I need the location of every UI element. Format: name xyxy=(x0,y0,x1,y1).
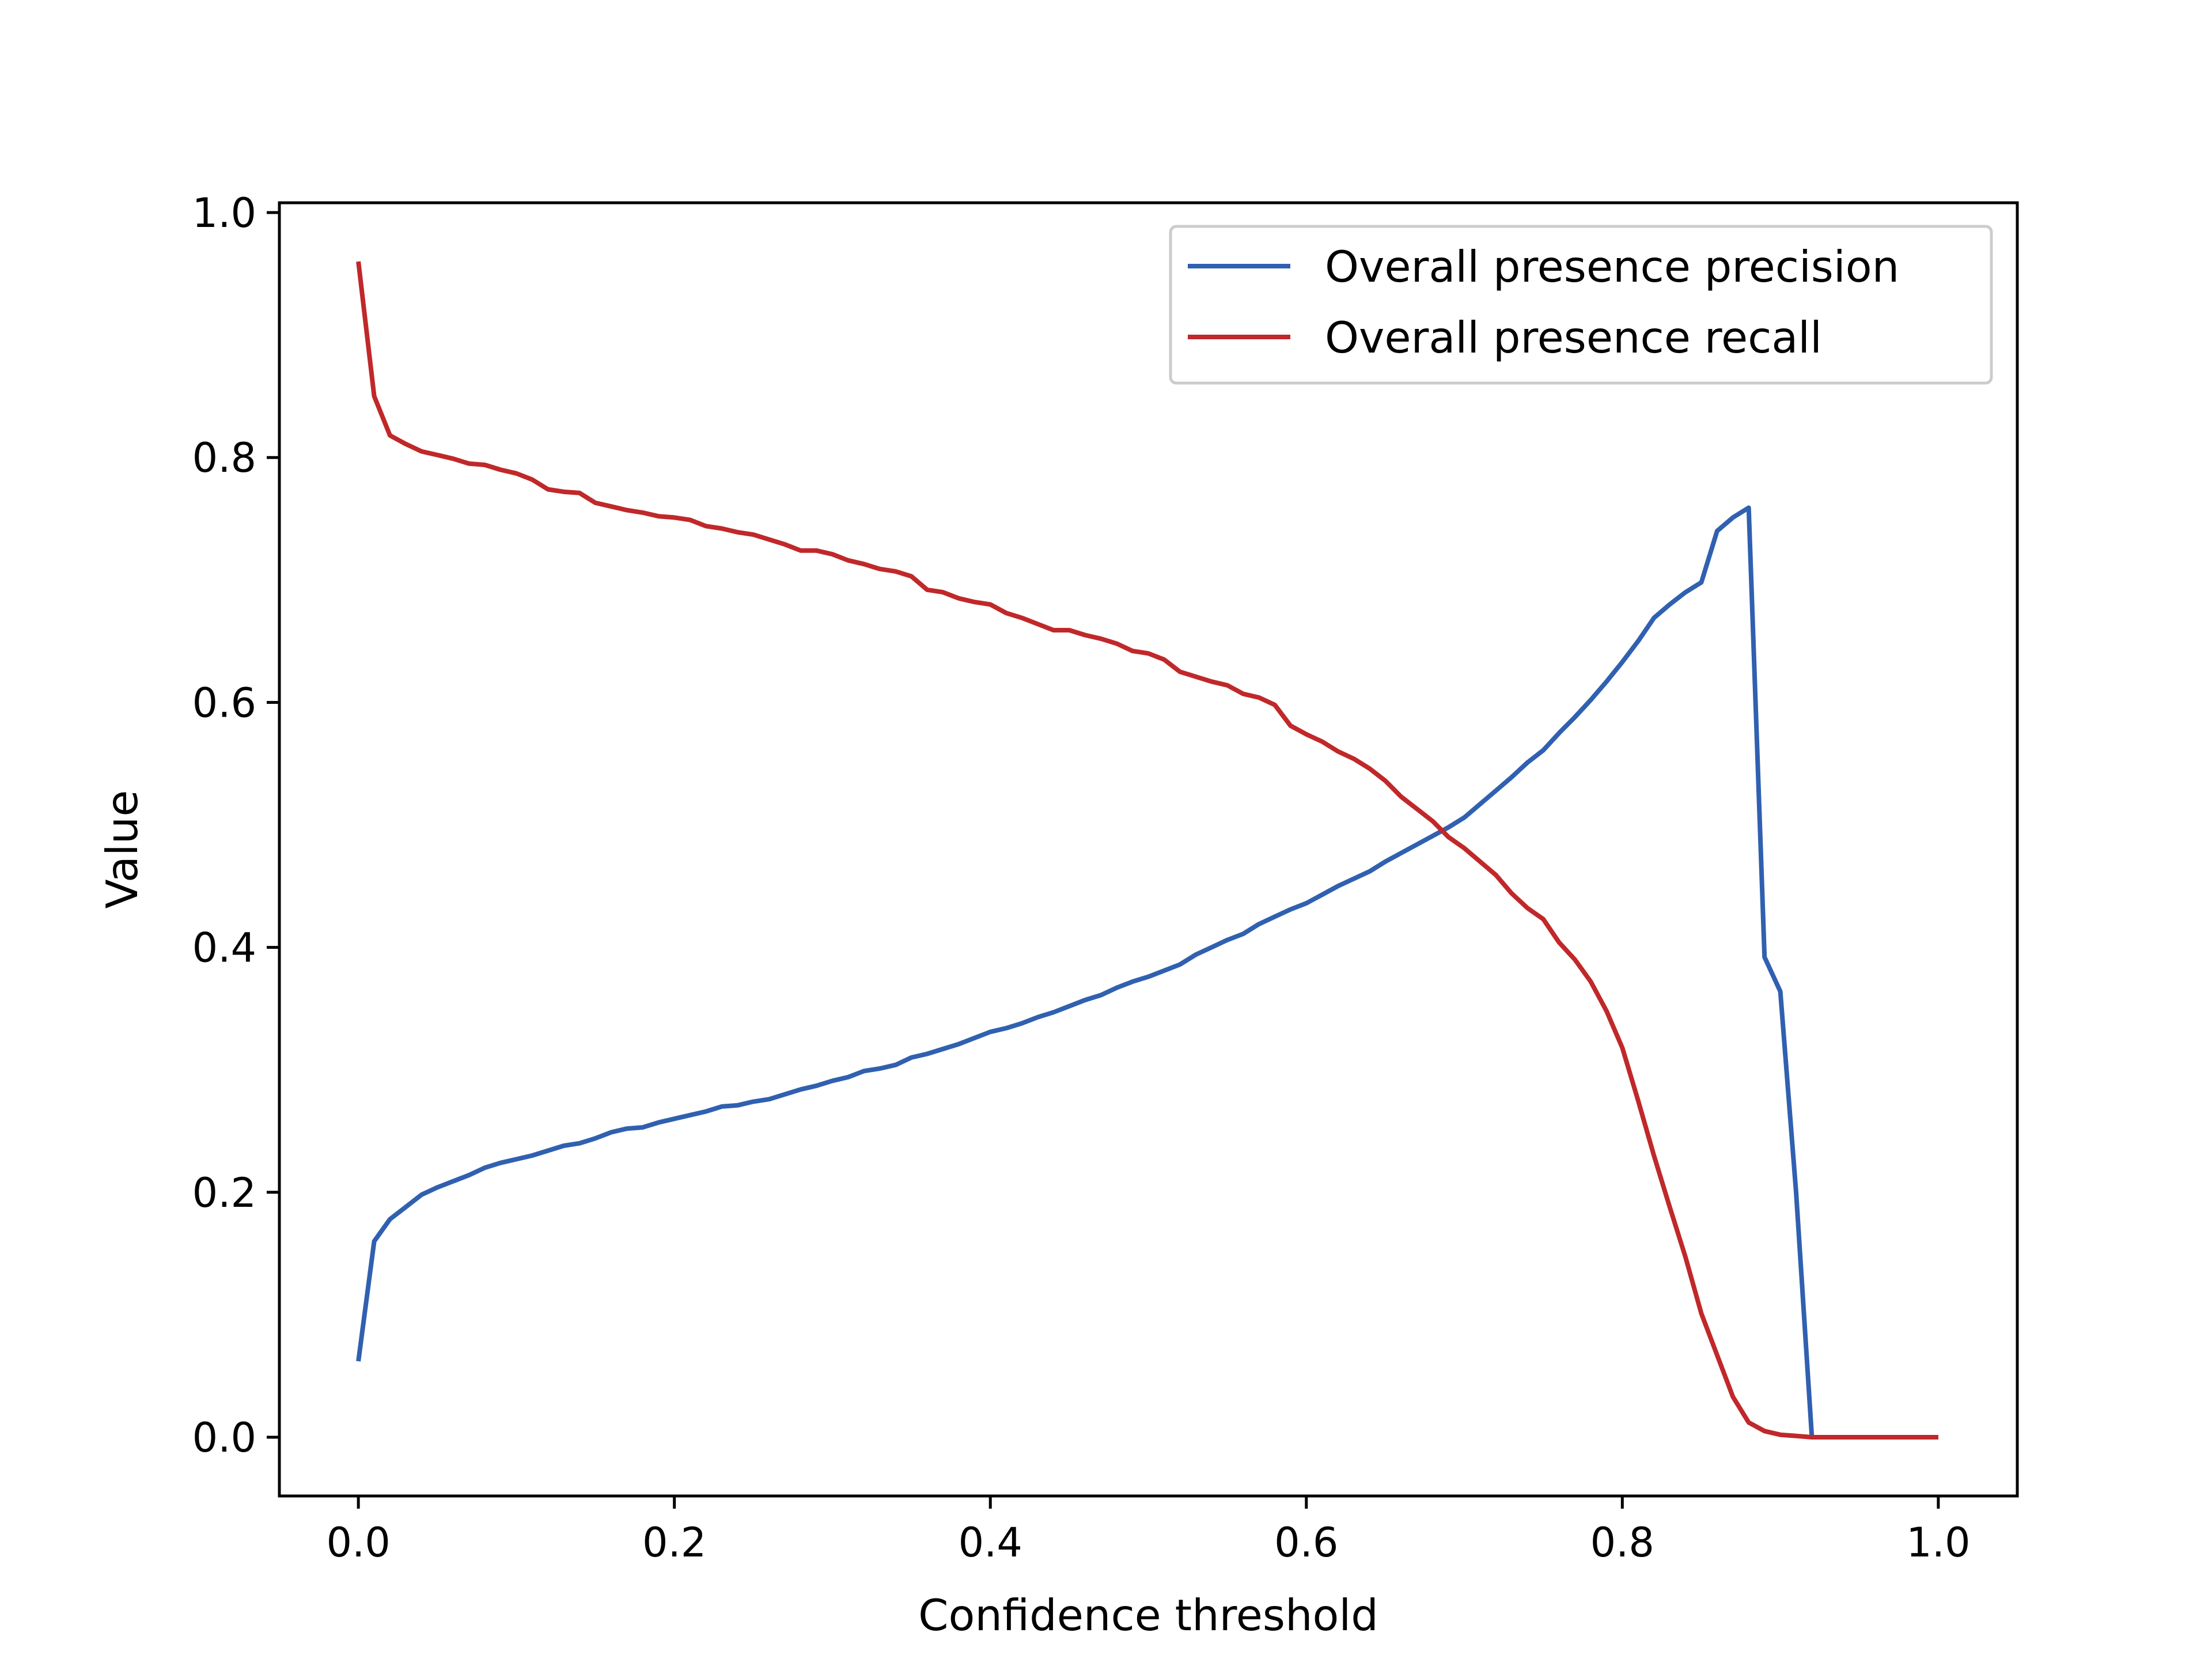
y-tick-label: 0.6 xyxy=(192,679,256,726)
series-line-recall xyxy=(356,261,1938,1440)
series-layer xyxy=(356,261,1938,1440)
legend-box xyxy=(1169,225,1993,385)
legend-label-recall: Overall presence recall xyxy=(1325,312,1822,363)
x-axis-label: Confidence threshold xyxy=(918,1590,1378,1641)
x-tick-label: 0.0 xyxy=(326,1519,390,1566)
x-tick-label: 0.4 xyxy=(959,1519,1022,1566)
legend-label-precision: Overall presence precision xyxy=(1325,241,1899,292)
legend: Overall presence precision Overall prese… xyxy=(1169,225,1993,385)
y-tick-label: 0.2 xyxy=(192,1169,256,1217)
y-tick-label: 0.8 xyxy=(192,434,256,482)
y-tick-label: 0.4 xyxy=(192,925,256,972)
x-tick-label: 0.6 xyxy=(1274,1519,1338,1566)
y-tick-label: 0.0 xyxy=(192,1414,256,1461)
y-axis-label: Value xyxy=(97,790,147,909)
x-tick-label: 1.0 xyxy=(1906,1519,1970,1566)
x-tick-label: 0.2 xyxy=(642,1519,706,1566)
x-axis: 0.0 0.2 0.4 0.6 0.8 1.0 xyxy=(326,1496,1971,1566)
series-line-precision xyxy=(356,505,1938,1440)
y-tick-label: 1.0 xyxy=(192,190,256,237)
x-tick-label: 0.8 xyxy=(1590,1519,1654,1566)
plot-frame xyxy=(278,201,2019,1498)
y-axis: 0.0 0.2 0.4 0.6 0.8 1.0 xyxy=(192,190,279,1461)
